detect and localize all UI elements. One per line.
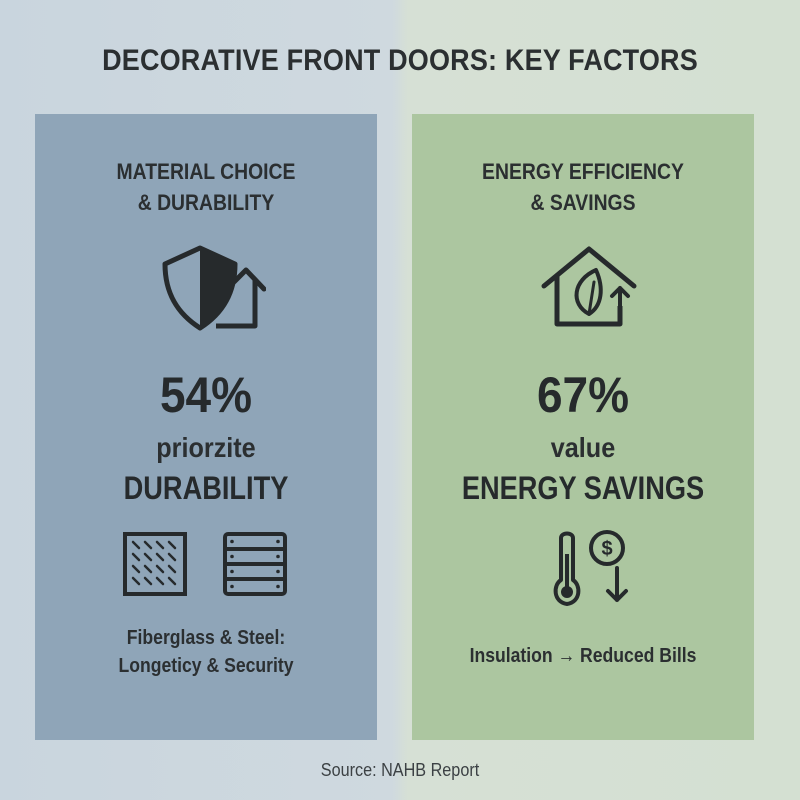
material-caption: Fiberglass & Steel: Longeticy & Security [56, 624, 357, 680]
stat-label: DURABILITY [123, 470, 289, 506]
svg-text:$: $ [601, 538, 612, 560]
stat-descriptor: value [550, 432, 616, 463]
panel-heading: ENERGY EFFICIENCY & SAVINGS [433, 156, 734, 218]
source-note: Source: NAHB Report [320, 760, 480, 780]
steel-panel-icon [223, 532, 287, 596]
panel-heading-line: & DURABILITY [137, 190, 275, 215]
material-durability-panel: MATERIAL CHOICE & DURABILITY 54% priorzi… [35, 114, 377, 740]
panel-heading-line: ENERGY EFFICIENCY [482, 159, 684, 184]
panel-heading-line: MATERIAL CHOICE [116, 159, 296, 184]
energy-caption: Insulation → Reduced Bills [433, 642, 734, 670]
caption-line: Fiberglass & Steel: [126, 627, 286, 649]
shield-house-icon [162, 245, 266, 331]
eco-house-icon [541, 246, 637, 327]
panel-heading: MATERIAL CHOICE & DURABILITY [56, 156, 357, 218]
energy-percentage: 67% [536, 367, 630, 423]
stat-label: ENERGY SAVINGS [461, 470, 705, 506]
caption-line: Longeticy & Security [118, 655, 294, 677]
energy-savings-panel: ENERGY EFFICIENCY & SAVINGS 67% value EN… [412, 114, 754, 740]
stat-descriptor: priorzite [156, 432, 256, 463]
panel-heading-line: & SAVINGS [530, 190, 636, 215]
thermometer-dollar-icon: $ [553, 530, 628, 606]
caption-line: Insulation → Reduced Bills [469, 645, 697, 667]
fiberglass-panel-icon [123, 532, 187, 596]
durability-percentage: 54% [159, 367, 253, 423]
page-title: DECORATIVE FRONT DOORS: KEY FACTORS [102, 44, 698, 77]
